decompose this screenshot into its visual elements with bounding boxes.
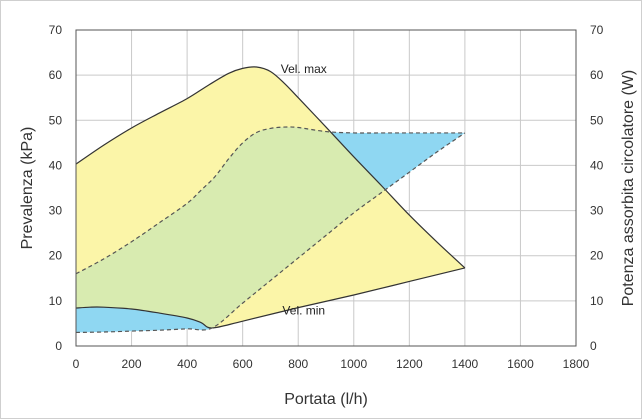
plot-frame — [75, 29, 577, 347]
head-curve-max — [75, 66, 466, 269]
y-tick-label: 60 — [49, 68, 63, 82]
x-tick-label: 400 — [177, 357, 197, 371]
y2-tick-label: 30 — [590, 204, 604, 218]
y-tick-label: 70 — [49, 23, 63, 37]
power-curve-min — [75, 132, 466, 334]
y2-tick-label: 40 — [590, 158, 604, 172]
curves — [75, 66, 466, 334]
y-tick-label: 40 — [49, 158, 63, 172]
y2-tick-label: 70 — [590, 23, 604, 37]
curve-annotation: Vel. max — [281, 62, 327, 76]
areas — [76, 66, 465, 333]
x-tick-label: 1800 — [563, 357, 590, 371]
y2-tick-label: 0 — [590, 339, 597, 353]
x-tick-label: 1600 — [507, 357, 534, 371]
x-tick-label: 200 — [122, 357, 142, 371]
y-tick-label: 30 — [49, 204, 63, 218]
x-tick-label: 1000 — [340, 357, 367, 371]
y-tick-label: 10 — [49, 294, 63, 308]
y-axis-title: Prevalenza (kPa) — [19, 127, 36, 250]
power-curve-max — [75, 126, 465, 275]
head-curve-min — [75, 267, 466, 329]
x-tick-label: 800 — [288, 357, 308, 371]
curve-annotation: Vel. min — [282, 303, 325, 317]
overlap-area — [76, 126, 465, 328]
x-tick-label: 1200 — [396, 357, 423, 371]
y2-tick-label: 60 — [590, 68, 604, 82]
y2-tick-label: 20 — [590, 249, 604, 263]
tick-labels: 0 200 400 600 800 1000 1200 1400 1600 18000102030… — [49, 23, 604, 371]
x-tick-label: 0 — [73, 357, 80, 371]
x-tick-label: 1400 — [452, 357, 479, 371]
y2-tick-label: 50 — [590, 113, 604, 127]
y2-tick-label: 10 — [590, 294, 604, 308]
x-tick-label: 600 — [233, 357, 253, 371]
y-tick-label: 20 — [49, 249, 63, 263]
y-tick-label: 50 — [49, 113, 63, 127]
y-tick-label: 0 — [55, 339, 62, 353]
annotations: Vel. max Vel. min — [281, 62, 327, 318]
x-axis-title: Portata (l/h) — [284, 391, 368, 408]
y2-axis-title: Potenza assorbita circolatore (W) — [620, 70, 637, 307]
